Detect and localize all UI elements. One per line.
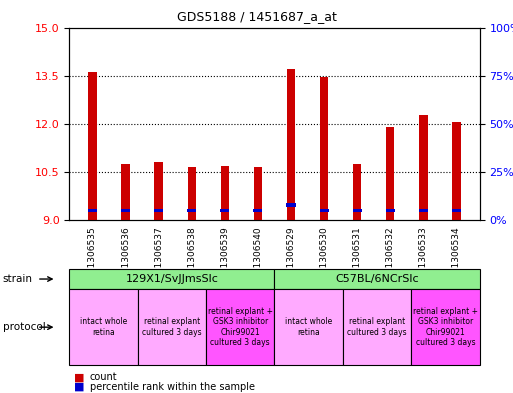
Bar xyxy=(253,209,263,212)
Bar xyxy=(187,209,196,212)
Text: protocol: protocol xyxy=(3,322,45,332)
Bar xyxy=(254,167,262,220)
Bar xyxy=(221,165,229,220)
Bar xyxy=(121,209,130,212)
Bar xyxy=(220,209,229,212)
Text: intact whole
retina: intact whole retina xyxy=(80,318,127,337)
Bar xyxy=(452,122,461,220)
Bar xyxy=(88,72,96,220)
Text: C57BL/6NCrSlc: C57BL/6NCrSlc xyxy=(335,274,419,284)
Bar xyxy=(154,209,163,212)
Bar xyxy=(353,164,361,220)
Bar xyxy=(286,203,295,207)
Bar xyxy=(122,164,130,220)
Text: retinal explant +
GSK3 inhibitor
Chir99021
cultured 3 days: retinal explant + GSK3 inhibitor Chir990… xyxy=(413,307,478,347)
Text: ■: ■ xyxy=(74,372,85,382)
Bar xyxy=(287,69,295,220)
Text: intact whole
retina: intact whole retina xyxy=(285,318,332,337)
Bar xyxy=(188,167,196,220)
Bar xyxy=(320,77,328,220)
Bar xyxy=(320,209,329,212)
Bar xyxy=(419,115,427,220)
Text: GDS5188 / 1451687_a_at: GDS5188 / 1451687_a_at xyxy=(176,10,337,23)
Text: retinal explant
cultured 3 days: retinal explant cultured 3 days xyxy=(142,318,202,337)
Bar xyxy=(352,209,362,212)
Bar xyxy=(154,162,163,220)
Text: 129X1/SvJJmsSlc: 129X1/SvJJmsSlc xyxy=(125,274,219,284)
Bar xyxy=(452,209,461,212)
Bar xyxy=(386,127,394,220)
Text: strain: strain xyxy=(3,274,32,284)
Bar xyxy=(419,209,428,212)
Text: retinal explant
cultured 3 days: retinal explant cultured 3 days xyxy=(347,318,407,337)
Bar xyxy=(88,209,97,212)
Text: retinal explant +
GSK3 inhibitor
Chir99021
cultured 3 days: retinal explant + GSK3 inhibitor Chir990… xyxy=(208,307,273,347)
Text: percentile rank within the sample: percentile rank within the sample xyxy=(90,382,255,392)
Text: count: count xyxy=(90,372,117,382)
Bar xyxy=(386,209,395,212)
Text: ■: ■ xyxy=(74,382,85,392)
